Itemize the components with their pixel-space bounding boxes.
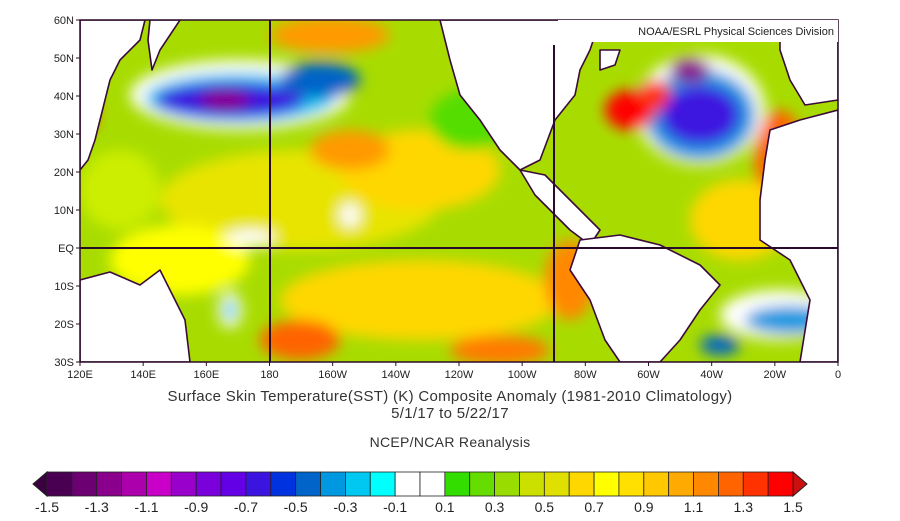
colorbar-swatch xyxy=(568,471,595,497)
colorbar-swatch xyxy=(742,471,769,497)
colorbar-swatch xyxy=(394,471,421,497)
colorbar-low-arrow xyxy=(32,470,48,498)
colorbar-label: 0.3 xyxy=(485,499,505,515)
colorbar-label: -0.7 xyxy=(234,499,258,515)
lat-label: 10N xyxy=(54,205,74,217)
title-line-1: Surface Skin Temperature(SST) (K) Compos… xyxy=(167,388,733,405)
colorbar-label: 1.5 xyxy=(783,499,803,515)
colorbar-swatch xyxy=(46,471,73,497)
colorbar-label: -0.3 xyxy=(333,499,357,515)
colorbar-swatch xyxy=(369,471,396,497)
lon-label: 120W xyxy=(445,369,474,381)
lon-label: 140E xyxy=(130,369,156,381)
sst-anomaly-map: NOAA/ESRL Physical Sciences Division 60N… xyxy=(54,15,841,381)
lat-label: 20N xyxy=(54,167,74,179)
south-america-land xyxy=(569,234,721,362)
colorbar-swatch xyxy=(693,471,719,497)
lon-label: 140W xyxy=(381,369,410,381)
source-label: NCEP/NCAR Reanalysis xyxy=(369,434,531,450)
colorbar-swatch xyxy=(444,471,471,497)
colorbar: -1.5 -1.3 -1.1 -0.9 -0.7 -0.5 -0.3 -0.1 0.1 0.3 0.… xyxy=(32,470,808,515)
lon-label: 160W xyxy=(318,369,347,381)
colorbar-swatch xyxy=(195,471,222,497)
anomaly-field xyxy=(80,20,838,362)
colorbar-swatch xyxy=(519,471,545,497)
colorbar-swatch xyxy=(494,471,520,497)
coastlines xyxy=(80,20,838,362)
colorbar-swatch xyxy=(320,471,346,497)
africa-land xyxy=(759,109,838,362)
colorbar-swatch xyxy=(543,471,570,497)
lat-label: 50N xyxy=(54,53,74,65)
colorbar-swatch xyxy=(71,471,98,497)
colorbar-high-arrow xyxy=(792,470,808,498)
title-line-2: 5/1/17 to 5/22/17 xyxy=(391,405,509,422)
lat-label: 30N xyxy=(54,129,74,141)
longitude-axis: 120E 140E 160E 180 160W 140W 120W 100W 80W 60W 40W… xyxy=(67,362,841,381)
colorbar-label: 1.3 xyxy=(734,499,754,515)
lat-label: 30S xyxy=(54,357,74,369)
colorbar-label: -1.5 xyxy=(35,499,59,515)
lat-label: 20S xyxy=(54,319,74,331)
latitude-axis: 60N 50N 40N 30N 20N 10N EQ 10S 20S 30S xyxy=(54,15,80,369)
colorbar-swatch xyxy=(469,471,496,497)
colorbar-swatch xyxy=(170,471,197,497)
lon-label: 20W xyxy=(764,369,787,381)
colorbar-label: 0.9 xyxy=(634,499,654,515)
colorbar-swatch xyxy=(767,471,794,497)
north-america-land xyxy=(439,20,601,171)
lon-label: 80W xyxy=(574,369,597,381)
lat-label: EQ xyxy=(58,243,74,255)
colorbar-swatch xyxy=(245,471,272,497)
colorbar-swatch xyxy=(643,471,670,497)
colorbar-swatch xyxy=(295,471,321,497)
colorbar-swatch xyxy=(419,471,446,497)
lat-label: 60N xyxy=(54,15,74,27)
lon-label: 40W xyxy=(700,369,723,381)
lat-label: 10S xyxy=(54,281,74,293)
asia-land xyxy=(80,20,146,171)
colorbar-swatch xyxy=(220,471,247,497)
colorbar-label: -1.1 xyxy=(134,499,158,515)
colorbar-swatch xyxy=(270,471,297,497)
kamchatka-land xyxy=(147,20,181,71)
colorbar-swatch xyxy=(146,471,172,497)
lon-label: 120E xyxy=(67,369,93,381)
colorbar-swatch xyxy=(593,471,620,497)
colorbar-label: 0.5 xyxy=(535,499,555,515)
lon-label: 100W xyxy=(508,369,537,381)
colorbar-label: -0.5 xyxy=(284,499,308,515)
colorbar-label: 0.7 xyxy=(584,499,604,515)
colorbar-label: 0.1 xyxy=(435,499,455,515)
colorbar-label: -0.1 xyxy=(383,499,407,515)
colorbar-label: 1.1 xyxy=(684,499,704,515)
credit-box xyxy=(558,20,838,42)
lon-label: 180 xyxy=(260,369,278,381)
colorbar-swatch xyxy=(668,471,694,497)
colorbar-swatch xyxy=(96,471,122,497)
australia-land xyxy=(80,269,191,362)
colorbar-label: -1.3 xyxy=(85,499,109,515)
lat-label: 40N xyxy=(54,91,74,103)
colorbar-label: -0.9 xyxy=(184,499,208,515)
lon-label: 0 xyxy=(835,369,841,381)
credit-text: NOAA/ESRL Physical Sciences Division xyxy=(638,26,834,38)
colorbar-swatch xyxy=(618,471,645,497)
lon-label: 60W xyxy=(637,369,660,381)
colorbar-swatch xyxy=(718,471,744,497)
colorbar-swatch xyxy=(121,471,147,497)
newfoundland-land xyxy=(599,49,621,71)
colorbar-swatch xyxy=(344,471,371,497)
lon-label: 160E xyxy=(193,369,219,381)
